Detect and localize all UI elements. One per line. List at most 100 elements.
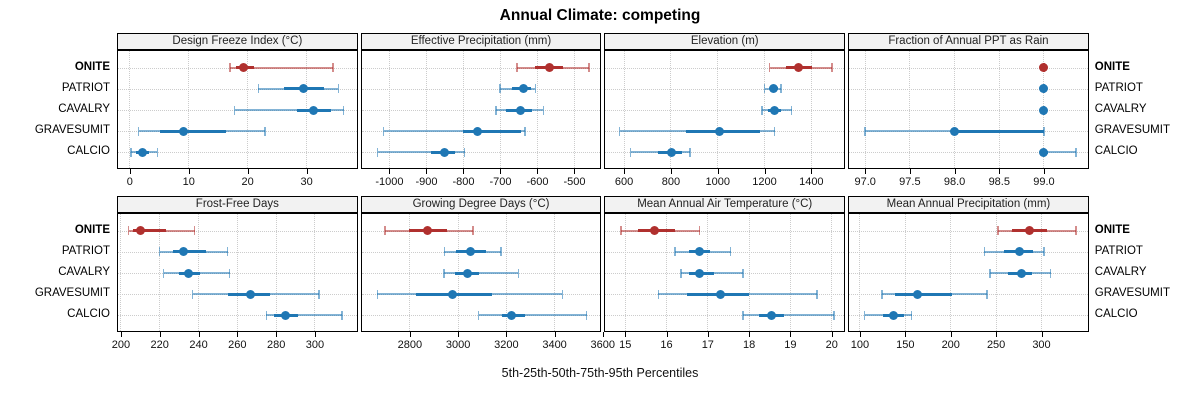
v-gridline (950, 214, 952, 331)
axis-tick-label: 20 (825, 339, 838, 351)
whisker-cap (342, 105, 345, 115)
h-gridline (605, 88, 845, 90)
h-gridline (849, 273, 1088, 274)
axis-tick-label: 240 (189, 339, 208, 351)
axis-tick-label: 300 (305, 339, 325, 351)
median-dot (135, 226, 145, 236)
axis-tick (500, 169, 502, 174)
axis-tick (389, 169, 391, 174)
axis-tick-label: 300 (1032, 339, 1051, 351)
h-gridline (849, 67, 1088, 69)
median-dot (515, 105, 525, 115)
median-dot (465, 247, 475, 257)
whisker-cap (763, 84, 766, 94)
h-gridline (361, 230, 601, 232)
whisker-cap (816, 289, 818, 299)
h-gridline (605, 230, 845, 232)
h-gridline (605, 315, 845, 317)
axis-tick (276, 332, 278, 337)
axis-tick (996, 332, 998, 337)
median-dot (184, 268, 194, 278)
whisker-cap (680, 268, 682, 278)
axis-tick (188, 169, 190, 174)
row-label-left: GRAVESUMIT (34, 124, 110, 137)
axis-tick (999, 169, 1001, 174)
axis-tick-label: 800 (661, 176, 681, 188)
whisker-cap (233, 105, 236, 115)
axis-tick-label: 15 (619, 339, 632, 351)
axis-tick (749, 332, 751, 337)
panel (604, 50, 846, 169)
whisker-cap (742, 268, 744, 278)
whisker-cap (729, 247, 732, 257)
axis-tick (954, 169, 956, 174)
whisker-cap (1043, 247, 1045, 257)
whisker-cap (137, 126, 140, 136)
iqr-bar (173, 250, 207, 254)
axis-tick-label: 97.0 (854, 176, 876, 188)
panel (848, 50, 1089, 169)
h-gridline (605, 152, 845, 154)
v-gridline (236, 214, 238, 331)
median-dot (1025, 226, 1035, 236)
v-gridline (409, 214, 411, 331)
percentiles-caption: 5th-25th-50th-75th-95th Percentiles (501, 366, 699, 380)
median-dot (714, 126, 724, 136)
v-gridline (789, 214, 791, 331)
v-gridline (554, 214, 556, 331)
whisker-cap (463, 147, 466, 157)
whisker-cap (997, 226, 999, 236)
median-dot (912, 289, 922, 299)
whisker-cap (780, 84, 782, 94)
row-label-right: CALCIO (1094, 145, 1138, 158)
whisker-cap (341, 310, 343, 320)
median-dot (1039, 147, 1049, 157)
whisker-cap (477, 310, 480, 320)
axis-tick (463, 169, 465, 174)
whisker-cap (768, 63, 771, 73)
median-dot (1039, 105, 1049, 115)
median-dot (1017, 268, 1027, 278)
median-dot (178, 126, 188, 136)
panel-strip: Effective Precipitation (mm) (360, 33, 602, 50)
v-gridline (388, 51, 390, 168)
whisker-cap (618, 126, 621, 136)
axis-tick (764, 169, 766, 174)
row-label-left: PATRIOT (61, 81, 110, 94)
axis-tick (129, 169, 131, 174)
row-label-left: ONITE (74, 60, 110, 73)
whisker-cap (689, 147, 691, 157)
iqr-bar (954, 129, 1044, 133)
whisker-cap (986, 289, 988, 299)
whisker-cap (130, 147, 132, 157)
h-gridline (361, 110, 601, 111)
panel (360, 213, 602, 332)
whisker-cap (1075, 147, 1077, 157)
row-label-right: ONITE (1094, 60, 1130, 73)
row-label-right: CAVALRY (1094, 266, 1147, 278)
median-dot (178, 247, 188, 257)
axis-tick (950, 332, 952, 337)
whisker-cap (674, 247, 676, 257)
v-gridline (623, 51, 625, 168)
median-dot (793, 63, 803, 73)
chart-title: Annual Climate: competing (499, 7, 701, 24)
whisker-cap (193, 226, 196, 236)
row-label-right: CALCIO (1094, 308, 1138, 321)
h-gridline (849, 88, 1088, 90)
axis-tick (1043, 169, 1045, 174)
v-gridline (624, 214, 626, 331)
v-gridline (670, 51, 672, 168)
axis-tick-label: -1000 (375, 176, 404, 188)
axis-tick-label: 220 (150, 339, 169, 351)
v-gridline (159, 214, 161, 331)
median-dot (138, 147, 148, 157)
panel (117, 50, 358, 169)
row-label-left: CALCIO (67, 145, 110, 158)
whisker-cap (228, 268, 231, 278)
v-gridline (810, 51, 812, 168)
axis-tick-label: 16 (660, 339, 673, 351)
median-dot (518, 84, 528, 94)
axis-tick (717, 169, 719, 174)
panel-strip: Design Freeze Index (°C) (117, 33, 358, 50)
